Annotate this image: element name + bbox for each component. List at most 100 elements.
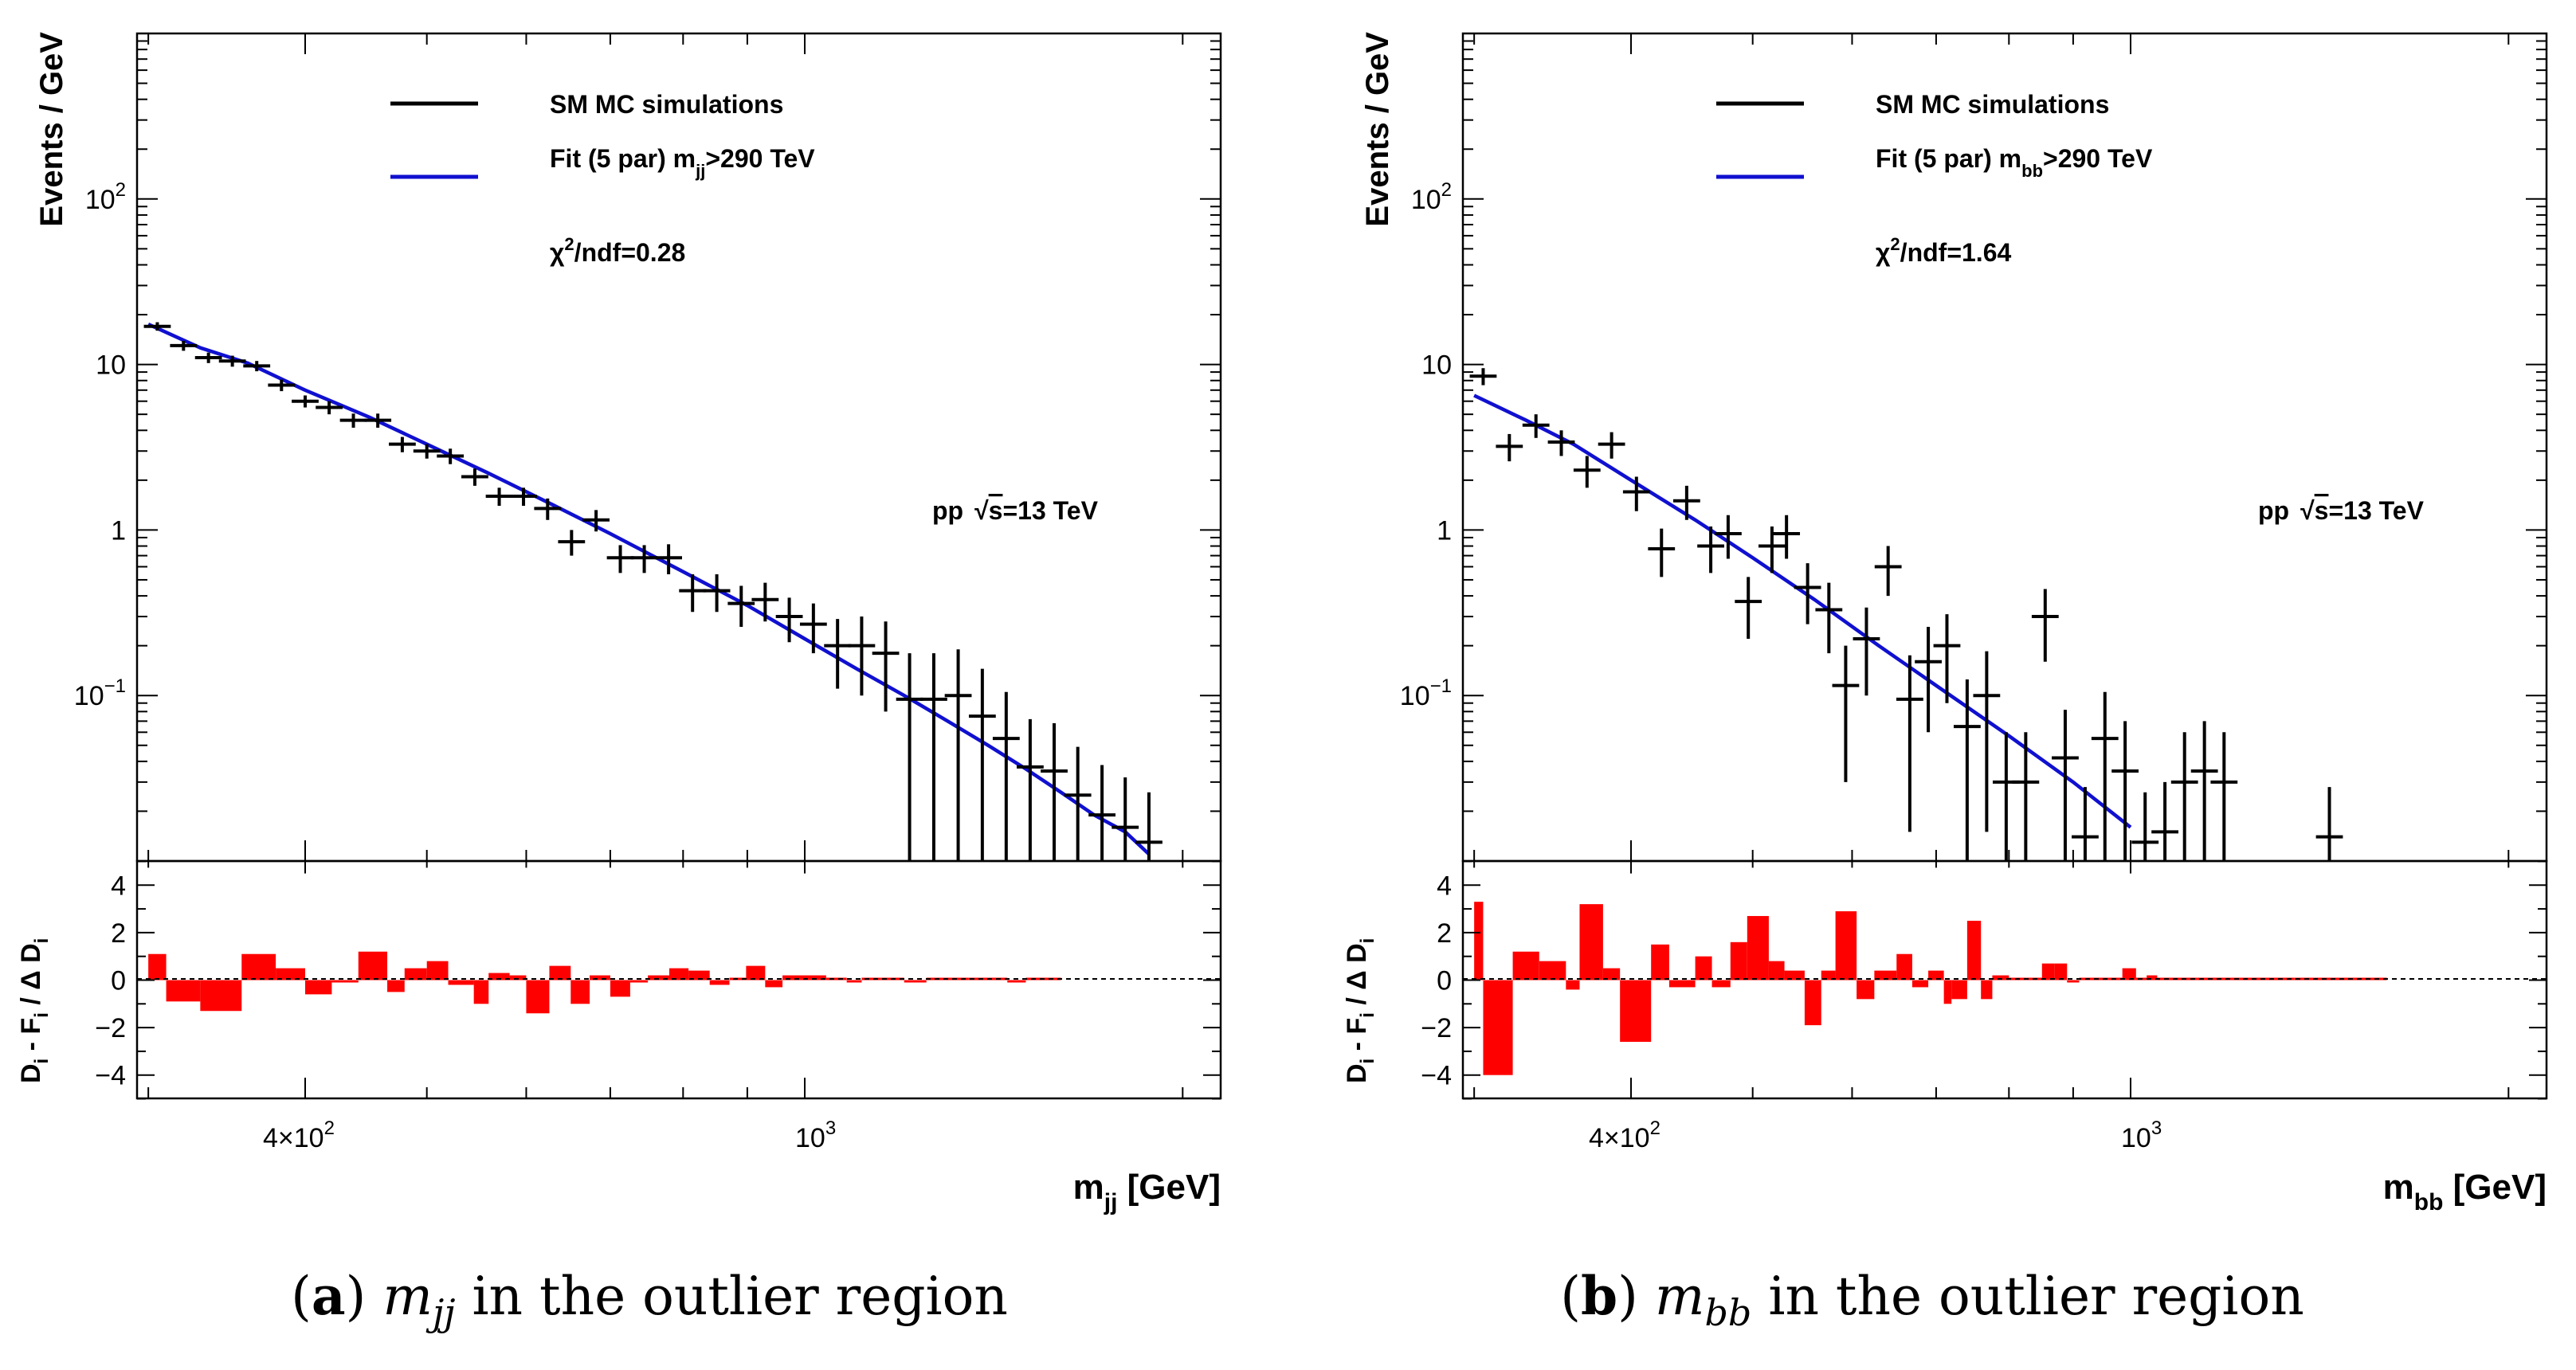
residual-bar <box>1784 970 1805 981</box>
residual-ticks-b: 4 2 0 −2 −4 <box>1421 860 2547 1100</box>
residual-bar <box>1981 980 1993 1000</box>
residual-bar <box>2122 968 2136 981</box>
residual-bar <box>2067 980 2080 983</box>
residual-bar <box>1874 970 1897 981</box>
data-point <box>316 401 343 415</box>
residual-bar <box>1992 975 2009 981</box>
data-point <box>896 653 923 861</box>
data-point <box>799 603 827 654</box>
data-point <box>292 395 319 408</box>
residual-bar <box>746 965 766 981</box>
residual-bar <box>570 980 590 1004</box>
residual-bar <box>1835 911 1857 981</box>
data-point <box>582 510 610 532</box>
residual-bar <box>782 975 805 981</box>
residual-bar <box>305 980 332 995</box>
residual-bar <box>610 980 630 997</box>
residual-ticks-a: 4 2 0 −2 −4 <box>95 860 1221 1100</box>
legend-data-label-b: SM MC simulations <box>1876 90 2109 119</box>
residual-bar <box>1483 980 1513 1075</box>
y-tick-labels-a: 10−1 1 10 102 <box>74 179 126 711</box>
y-axis-label-a: Events / GeV <box>34 32 69 227</box>
y-tick-label: 10 <box>1421 350 1452 381</box>
data-point <box>1832 645 1860 782</box>
residual-bar <box>276 968 305 981</box>
residual-bar <box>709 980 730 985</box>
data-point <box>606 545 634 573</box>
residual-bars-b <box>1474 902 2387 1075</box>
data-point <box>1135 792 1163 861</box>
data-point <box>1064 746 1092 861</box>
residual-tick-label: 4 <box>1437 871 1452 901</box>
residual-bar <box>148 953 167 981</box>
data-point <box>751 582 779 622</box>
data-point <box>268 379 296 392</box>
residual-bar <box>1896 953 1912 981</box>
data-point <box>2111 721 2139 861</box>
residual-tick-label: −4 <box>1421 1061 1452 1091</box>
fit-line <box>147 323 1151 856</box>
data-point <box>992 691 1020 861</box>
data-point <box>848 616 876 696</box>
data-point <box>1672 485 1700 520</box>
residual-bar <box>1602 968 1621 981</box>
residual-bar <box>549 965 571 981</box>
residual-bar <box>648 975 669 981</box>
residual-bar <box>1695 956 1712 981</box>
data-point <box>727 585 755 627</box>
data-point <box>243 361 271 372</box>
panel-a: 10−1 1 10 102 SM MC simulations Fit (5 par)… <box>16 32 1222 1334</box>
caption-b: (b) mbb in the outlier region <box>1560 1265 2304 1334</box>
data-point <box>1794 563 1821 624</box>
residual-tick-label: −4 <box>95 1061 126 1091</box>
energy-annotation-b: pp √s=13 TeV <box>2258 496 2425 525</box>
data-point <box>2210 732 2238 861</box>
data-point <box>2031 589 2059 662</box>
data-point <box>364 413 392 428</box>
residual-bar <box>1943 980 1952 1004</box>
residual-bar <box>629 980 649 983</box>
data-point <box>2012 732 2040 861</box>
residual-bar <box>688 970 710 981</box>
data-point <box>1469 368 1497 386</box>
data-point <box>2052 710 2079 861</box>
data-point <box>389 436 416 452</box>
fit-line <box>1473 393 2132 829</box>
residual-bar <box>1966 921 1982 981</box>
data-point <box>1622 476 1650 511</box>
data-points-b <box>1469 368 2343 861</box>
data-point <box>413 444 441 459</box>
residual-bar <box>1911 980 1929 988</box>
x-tick-label-1000-a: 103 <box>795 1118 836 1153</box>
residual-bar <box>1804 980 1821 1026</box>
residual-bar <box>1928 970 1944 981</box>
fit-curve-a <box>147 323 1151 856</box>
residual-bar <box>426 961 449 981</box>
y-tick-label: 10−1 <box>1400 675 1452 711</box>
residual-bar <box>241 953 276 981</box>
residual-bar <box>2041 963 2055 981</box>
data-point <box>1598 432 1625 459</box>
data-point <box>872 621 900 712</box>
residual-bar <box>669 968 689 981</box>
residual-bar <box>2197 977 2230 981</box>
residual-bar <box>387 980 405 992</box>
legend-fit-label-b: Fit (5 par) mbb>290 TeV <box>1876 144 2153 181</box>
data-point <box>630 545 658 573</box>
data-point <box>703 574 731 613</box>
residual-bar <box>358 951 388 981</box>
data-points-a <box>143 322 1163 861</box>
residual-bar <box>1579 904 1603 981</box>
svg-text:pp√s=13 TeV: pp √s=13 TeV <box>2258 496 2425 525</box>
residual-bar <box>2157 977 2170 981</box>
data-point <box>143 322 171 331</box>
data-point <box>2072 787 2099 861</box>
x-tick-label-400-a: 4×102 <box>263 1118 335 1153</box>
residual-bar <box>509 975 527 981</box>
axis-ticks-a <box>137 33 1221 1098</box>
data-point <box>1815 582 1843 654</box>
residual-bar <box>2182 977 2198 981</box>
data-point <box>1547 430 1575 456</box>
residual-tick-label: 0 <box>1437 966 1452 996</box>
